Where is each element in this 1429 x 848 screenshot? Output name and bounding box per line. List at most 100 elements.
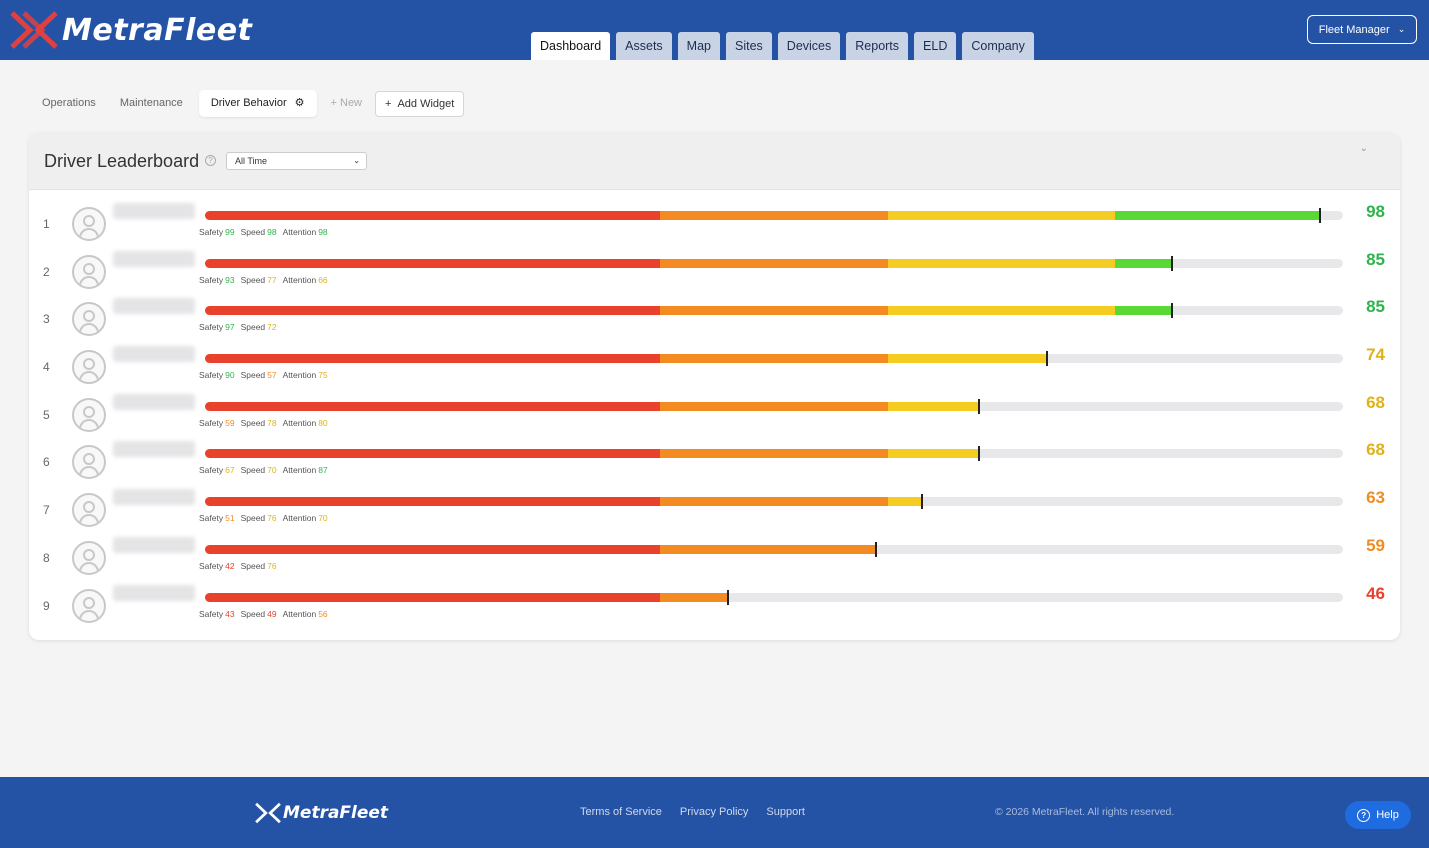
rank-number: 7	[43, 503, 50, 518]
driver-score: 85	[1366, 297, 1385, 317]
role-selector[interactable]: Fleet Manager ⌄	[1307, 15, 1417, 44]
metric-attention-value: 70	[318, 513, 328, 524]
top-header: MetraFleet Dashboard Assets Map Sites Device…	[0, 0, 1429, 60]
score-bar-segment	[660, 544, 877, 554]
period-select[interactable]: All Time ⌄	[226, 152, 367, 170]
metric-attention-label: Attention	[282, 513, 317, 524]
metric-speed-value: 77	[267, 274, 277, 285]
nav-tab-reports[interactable]: Reports	[846, 32, 909, 60]
metric-safety: Safety 97	[199, 322, 235, 332]
role-label: Fleet Manager	[1318, 23, 1390, 36]
metric-speed-label: Speed	[240, 560, 266, 571]
metric-safety-label: Safety	[199, 417, 224, 428]
tab-maintenance[interactable]: Maintenance	[119, 97, 183, 109]
leaderboard-row[interactable]: 8 59 Safety 42 Speed 76	[29, 536, 1400, 585]
footer-logo[interactable]: MetraFleet	[255, 801, 388, 825]
score-breakdown: Safety 67 Speed 70 Attention 87	[199, 465, 328, 475]
metric-speed-label: Speed	[240, 417, 266, 428]
brand-logo[interactable]: MetraFleet	[10, 8, 252, 52]
avatar-icon	[72, 540, 106, 575]
score-bar-segment	[887, 211, 1116, 220]
driver-name-redacted	[113, 489, 195, 506]
nav-tab-company[interactable]: Company	[962, 32, 1034, 60]
chevron-down-icon: ⌄	[1397, 24, 1406, 34]
score-bar	[205, 497, 1343, 507]
driver-score: 68	[1366, 392, 1385, 412]
gear-icon[interactable]: ⚙	[294, 97, 305, 109]
metric-attention-label: Attention	[282, 465, 317, 476]
support-link[interactable]: Support	[766, 806, 805, 818]
score-bar-segment	[205, 592, 661, 602]
tab-driver-behavior[interactable]: Driver Behavior ⚙	[198, 90, 317, 117]
score-breakdown: Safety 99 Speed 98 Attention 98	[199, 227, 328, 237]
nav-tab-map[interactable]: Map	[677, 32, 720, 60]
driver-score: 46	[1366, 583, 1385, 603]
metric-speed-value: 76	[267, 560, 277, 571]
leaderboard-row[interactable]: 2 85 Safety 93 Speed 77 Attention 66	[29, 250, 1400, 299]
metrafleet-logo-icon	[255, 802, 281, 824]
metric-speed: Speed 77	[241, 275, 277, 285]
privacy-link[interactable]: Privacy Policy	[679, 806, 749, 818]
metric-speed-label: Speed	[240, 513, 266, 524]
leaderboard-row[interactable]: 9 46 Safety 43 Speed 49 Attention 56	[29, 583, 1400, 633]
nav-tab-dashboard[interactable]: Dashboard	[531, 32, 611, 60]
score-bar	[205, 258, 1343, 268]
metric-attention-label: Attention	[282, 227, 317, 237]
metric-safety-label: Safety	[199, 465, 224, 476]
period-value: All Time	[235, 156, 268, 166]
new-tab-label: New	[340, 97, 363, 109]
leaderboard-row[interactable]: 3 85 Safety 97 Speed 72	[29, 297, 1400, 346]
help-label: Help	[1376, 809, 1399, 821]
add-widget-label: Add Widget	[397, 97, 455, 110]
score-bar-segment	[660, 449, 888, 459]
nav-tab-eld[interactable]: ELD	[914, 32, 957, 60]
help-button[interactable]: ? Help	[1345, 801, 1411, 829]
leaderboard-row[interactable]: 5 68 Safety 59 Speed 78 Attention 80	[29, 392, 1400, 442]
metric-safety-label: Safety	[199, 370, 224, 381]
nav-tab-sites[interactable]: Sites	[726, 32, 772, 60]
driver-leaderboard-widget: Driver Leaderboard ? All Time ⌄ ⌄ 1 98 Saf…	[29, 133, 1400, 640]
collapse-chevron-icon[interactable]: ⌄	[1359, 143, 1368, 154]
avatar-icon	[72, 397, 106, 432]
leaderboard-row[interactable]: 4 74 Safety 90 Speed 57 Attention 75	[29, 345, 1400, 394]
driver-score: 74	[1366, 345, 1385, 365]
score-bar-segment	[887, 497, 922, 507]
metric-attention: Attention 98	[283, 227, 328, 237]
nav-tab-devices[interactable]: Devices	[777, 32, 841, 60]
metric-speed: Speed 76	[241, 561, 277, 571]
leaderboard-row[interactable]: 1 98 Safety 99 Speed 98 Attention 98	[29, 202, 1400, 251]
metric-speed-label: Speed	[240, 227, 266, 237]
metric-safety-value: 93	[225, 274, 235, 285]
metric-speed-value: 98	[267, 227, 277, 237]
terms-link[interactable]: Terms of Service	[580, 806, 662, 818]
help-circle-icon[interactable]: ?	[205, 155, 216, 166]
plus-icon: +	[385, 97, 392, 110]
metric-speed-label: Speed	[240, 608, 266, 619]
metrafleet-logo-icon	[10, 11, 58, 49]
main-nav: Dashboard Assets Map Sites Devices Reports ELD…	[531, 32, 1034, 60]
score-bar-segment	[1115, 211, 1321, 220]
leaderboard-row[interactable]: 6 68 Safety 67 Speed 70 Attention 87	[29, 440, 1400, 489]
footer-links: Terms of Service Privacy Policy Support	[580, 806, 805, 818]
score-bar-segment	[205, 544, 661, 554]
metric-safety: Safety 99	[199, 227, 235, 237]
metric-safety-value: 90	[225, 370, 235, 381]
metric-speed-label: Speed	[240, 370, 266, 381]
score-bar	[205, 544, 1343, 554]
score-bar-segment	[887, 401, 979, 411]
brand-name: MetraFleet	[62, 12, 253, 48]
tab-operations[interactable]: Operations	[42, 97, 96, 109]
leaderboard-row[interactable]: 7 63 Safety 51 Speed 76 Attention 70	[29, 488, 1400, 537]
leaderboard-rows: 1 98 Safety 99 Speed 98 Attention 98 2 85 Safety 93…	[29, 202, 1400, 633]
new-tab-button[interactable]: + New	[319, 90, 375, 117]
score-bar-segment	[1115, 258, 1173, 268]
nav-tab-assets[interactable]: Assets	[616, 32, 672, 60]
metric-safety-label: Safety	[199, 513, 224, 524]
metric-speed-value: 57	[267, 370, 277, 381]
score-bar-segment	[205, 211, 661, 220]
score-bar-segment	[660, 497, 888, 507]
score-bar-segment	[660, 592, 729, 602]
add-widget-button[interactable]: + Add Widget	[375, 90, 465, 117]
driver-name-redacted	[113, 203, 195, 219]
metric-speed-value: 76	[267, 513, 277, 524]
